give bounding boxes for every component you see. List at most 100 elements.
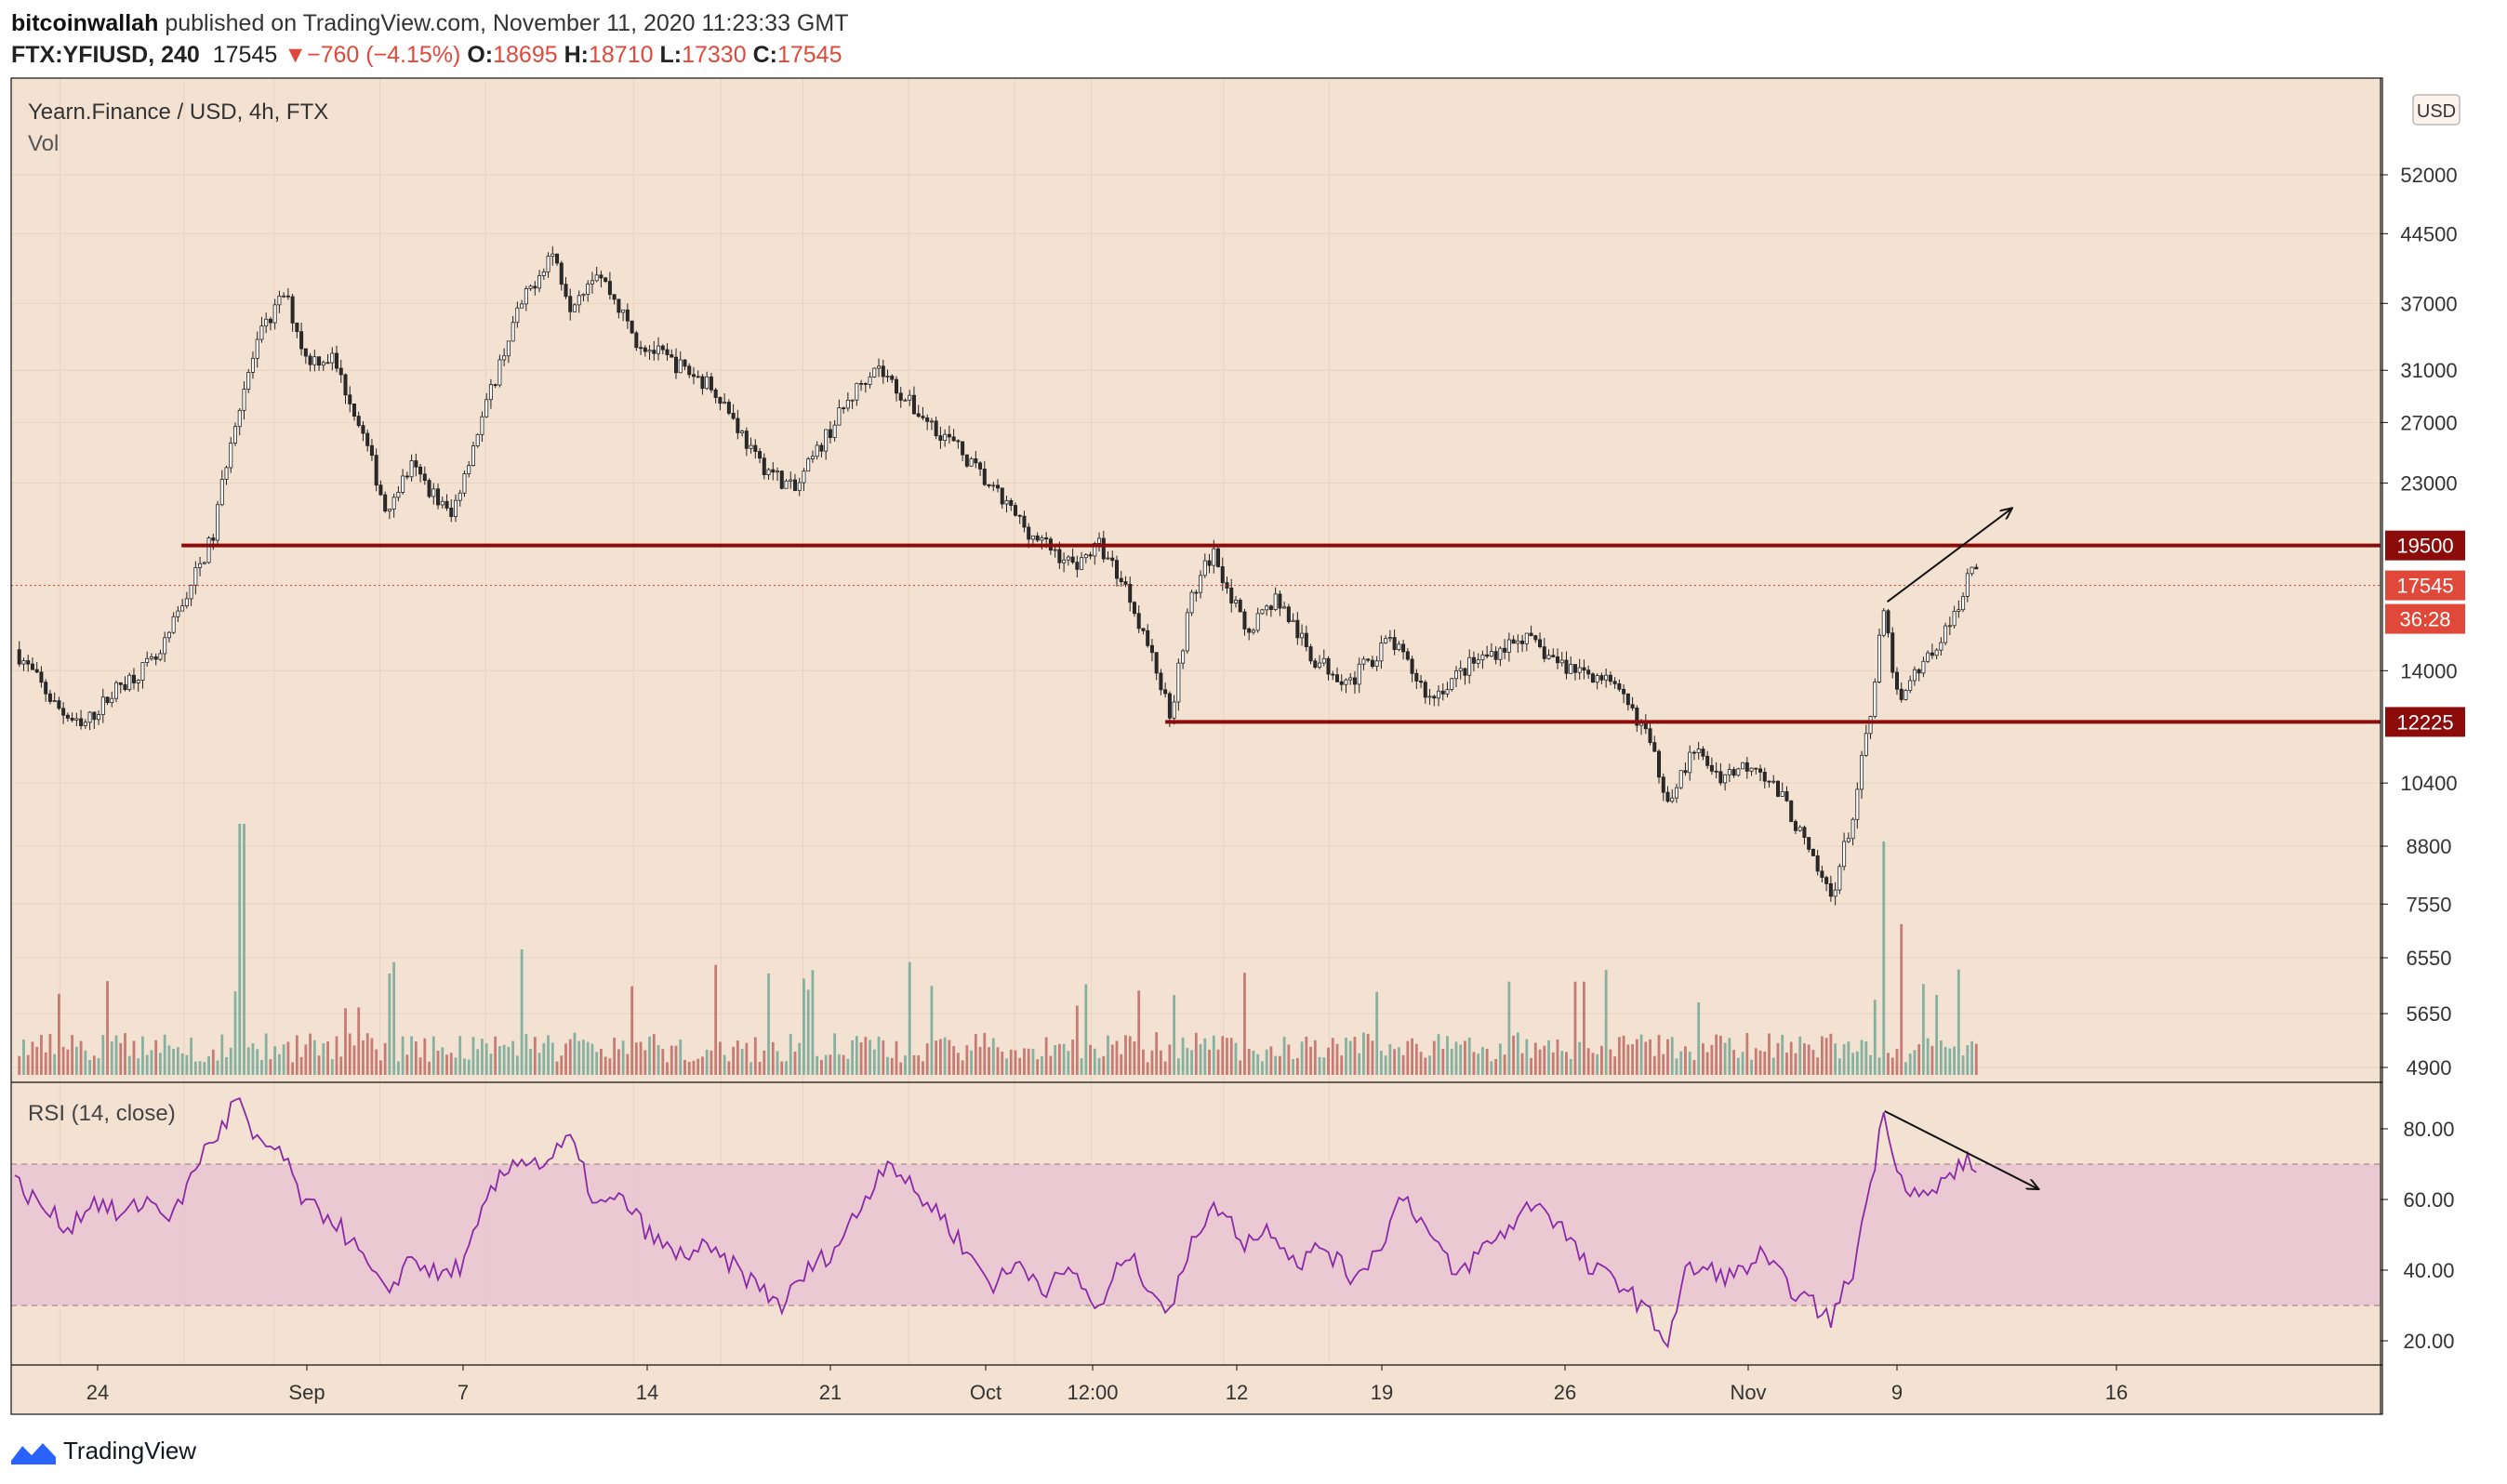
candle (418, 463, 423, 483)
volume-bar (370, 1038, 374, 1075)
candle (868, 372, 872, 389)
volume-bar (1186, 1048, 1189, 1075)
candle-up-body (246, 372, 251, 391)
rsi-divergence-arrow[interactable] (1884, 1110, 2038, 1189)
candle (1185, 608, 1189, 655)
rsi-line (14, 1097, 1977, 1349)
candle (766, 468, 771, 480)
candle-up-body (1780, 790, 1784, 797)
candle (1516, 634, 1520, 653)
price-trend-arrow[interactable] (1886, 509, 2012, 603)
volume-bar (1406, 1040, 1410, 1075)
candle (1903, 689, 1908, 701)
candle (890, 374, 895, 383)
volume-bar (1873, 1000, 1877, 1075)
volume-bar (1649, 1039, 1651, 1075)
volume-bar (1829, 1033, 1833, 1075)
candle (1493, 646, 1498, 665)
volume-bar (1622, 1035, 1625, 1075)
candle (630, 320, 634, 335)
candle (819, 442, 824, 457)
tradingview-logo-icon[interactable] (11, 1437, 56, 1464)
volume-bar (1675, 1058, 1678, 1075)
candle-up-body (1873, 682, 1877, 717)
volume-bar (66, 1049, 70, 1075)
candle-down-body (987, 484, 991, 486)
candle-down-body (925, 417, 930, 422)
candle-down-body (1648, 728, 1652, 744)
horizontal-levels[interactable] (11, 543, 2381, 724)
volume-bar (988, 1047, 990, 1075)
volume-bar (379, 1060, 382, 1075)
candle (422, 466, 427, 485)
candle-down-body (343, 374, 348, 396)
volume-bar (1190, 1050, 1193, 1075)
candle-up-body (409, 460, 414, 478)
volume-bar (753, 1037, 757, 1075)
volume-bar (1084, 984, 1088, 1075)
volume-bar (806, 989, 810, 1075)
candle-up-body (541, 272, 546, 276)
candle (57, 696, 61, 710)
volume-bar (1150, 1050, 1154, 1075)
rsi-indicator (14, 1097, 1977, 1349)
volume-bar (481, 1039, 484, 1075)
candle (895, 376, 899, 402)
currency-badge[interactable]: USD (2412, 94, 2461, 126)
candle (374, 448, 378, 492)
time-axis[interactable]: 24 Sep 7 14 21 Oct 12:00 12 19 26 Nov 9 16 (86, 1365, 2128, 1404)
candle (1780, 782, 1784, 797)
annotations[interactable] (1884, 509, 2038, 1189)
candle-up-body (749, 444, 753, 449)
price-axis[interactable]: 52000 44500 37000 31000 27000 23000 14000 10400… (2381, 164, 2458, 1080)
candle-down-body (736, 417, 740, 433)
candle-down-body (687, 365, 692, 376)
volume-bar (577, 1040, 581, 1075)
volume-bar (1459, 1044, 1463, 1075)
volume-bar (1904, 1062, 1907, 1075)
candle-down-body (916, 413, 921, 417)
candle (272, 298, 277, 330)
candle (131, 668, 136, 690)
candle (670, 349, 674, 358)
volume-bar (309, 1033, 312, 1075)
candle-down-body (378, 484, 383, 496)
candle-up-body (1943, 625, 1948, 643)
candle (189, 584, 193, 606)
candle (1947, 616, 1952, 636)
candle (369, 439, 374, 461)
candle-down-body (427, 480, 431, 497)
volume-bar (401, 1036, 405, 1075)
candle-down-body (607, 281, 612, 296)
author-name[interactable]: bitcoinwallah (11, 10, 159, 36)
candle-up-body (1176, 662, 1181, 703)
volume-bar (1120, 1053, 1123, 1075)
candle (123, 676, 127, 692)
candle-up-body (184, 598, 189, 607)
volume-bar (758, 1062, 762, 1075)
candle-down-body (1582, 667, 1586, 671)
rsi-axis[interactable]: 80.00 60.00 40.00 20.00 (2381, 1118, 2455, 1353)
volume-bar (172, 1049, 176, 1075)
volume-bar (44, 1052, 47, 1075)
candle (1009, 497, 1014, 511)
candle-down-body (731, 413, 736, 419)
candle-down-body (1009, 499, 1014, 506)
candle (250, 351, 255, 379)
volume-bar (1305, 1036, 1308, 1075)
candle-up-body (705, 376, 710, 390)
candle (383, 491, 388, 513)
volume-bar (1375, 991, 1379, 1075)
candle (709, 372, 713, 393)
candle-down-body (1115, 560, 1120, 579)
volume-bar (436, 1050, 440, 1075)
volume-bar (564, 1043, 567, 1075)
volume-bar (445, 1054, 448, 1075)
candle-down-body (1088, 554, 1093, 557)
candle-down-body (1807, 837, 1811, 850)
volume-bar (124, 1033, 126, 1075)
tradingview-brand[interactable]: TradingView (63, 1436, 197, 1464)
candle (634, 330, 639, 351)
volume-bar (418, 1057, 422, 1075)
